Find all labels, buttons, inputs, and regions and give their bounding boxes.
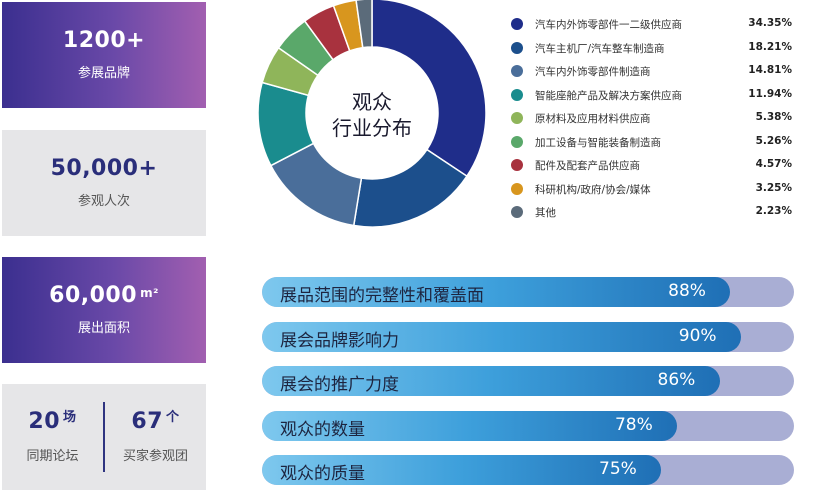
donut-hole	[306, 47, 438, 179]
stat-brands-label: 参展品牌	[77, 65, 130, 81]
legend-item: 原材料及应用材料供应商 5.38%	[508, 108, 800, 132]
legend-value: 11.94%	[748, 87, 792, 100]
legend-swatch	[511, 206, 523, 218]
legend-value: 14.81%	[748, 64, 792, 76]
bar-value-label: 75%	[599, 459, 637, 479]
legend-item: 智能座舱产品及解决方案供应商 11.94%	[508, 85, 800, 109]
stat-buyers-value: 67	[131, 409, 164, 435]
legend-value: 3.25%	[755, 181, 792, 194]
donut-slices	[257, 0, 487, 228]
legend-swatch	[511, 18, 523, 30]
stat-forums-unit: 场	[63, 410, 77, 426]
bar-value-label: 90%	[678, 325, 717, 346]
bar-value-label: 78%	[614, 414, 653, 435]
stat-forums: 20 场 同期论坛	[2, 410, 103, 464]
bar-fill	[262, 277, 731, 307]
stat-buyers-value-wrap: 67 个	[131, 410, 179, 434]
stat-visitors-label: 参观人次	[77, 193, 130, 209]
legend-swatch	[511, 159, 523, 171]
legend-item: 加工设备与智能装备制造商 5.26%	[508, 132, 800, 156]
bar-track: 观众的质量 75%	[262, 455, 794, 485]
stat-forums-value-wrap: 20 场	[28, 410, 76, 434]
stat-buyers: 67 个 买家参观团	[105, 410, 206, 464]
legend-item: 汽车内外饰零部件制造商 14.81%	[508, 61, 800, 85]
stat-area-value-wrap: 60,000 m²	[49, 284, 159, 308]
bar-fill	[262, 410, 677, 441]
legend-value: 5.38%	[755, 111, 792, 123]
bar-value-label: 86%	[657, 370, 696, 390]
legend-label: 配件及配套产品供应商	[535, 160, 640, 172]
legend-value: 2.23%	[755, 205, 792, 217]
legend-label: 原材料及应用材料供应商	[535, 113, 651, 125]
legend-item: 科研机构/政府/协会/媒体 3.25%	[508, 179, 800, 203]
legend-item: 其他 2.23%	[508, 202, 800, 226]
legend-label: 加工设备与智能装备制造商	[535, 136, 661, 149]
stat-buyers-label: 买家参观团	[122, 448, 188, 464]
donut-center-title: 观众行业分布	[332, 90, 412, 140]
legend-swatch	[511, 135, 523, 148]
legend-item: 汽车内外饰零部件一二级供应商 34.35%	[508, 14, 800, 38]
legend-value: 18.21%	[748, 40, 792, 53]
stat-brands: 1200+ 参展品牌	[2, 2, 206, 108]
donut-chart: 观众行业分布	[257, 0, 487, 228]
legend-swatch	[511, 41, 523, 54]
bar-category-label: 展品范围的完整性和覆盖面	[280, 286, 484, 306]
legend-label: 汽车内外饰零部件一二级供应商	[535, 19, 682, 31]
legend-item: 汽车主机厂/汽车整车制造商 18.21%	[508, 38, 800, 62]
bar-fill	[262, 321, 741, 352]
legend-label: 智能座舱产品及解决方案供应商	[535, 89, 682, 102]
stat-buyers-unit: 个	[166, 410, 180, 426]
stat-visitors: 50,000+ 参观人次	[2, 130, 206, 236]
legend-label: 汽车主机厂/汽车整车制造商	[535, 42, 665, 55]
legend-value: 34.35%	[748, 17, 792, 29]
legend-value: 5.26%	[755, 134, 792, 147]
stat-area-label: 展出面积	[77, 320, 130, 336]
donut-title-line: 观众	[352, 90, 392, 114]
legend-label: 汽车内外饰零部件制造商	[535, 66, 651, 78]
legend-label: 科研机构/政府/协会/媒体	[535, 183, 651, 196]
stat-brands-value: 1200+	[62, 28, 146, 54]
stat-area-value: 60,000	[49, 283, 138, 309]
bar-category-label: 展会的推广力度	[280, 375, 399, 395]
stat-forums-value: 20	[28, 409, 61, 435]
legend-value: 4.57%	[755, 158, 792, 170]
bar-track: 展品范围的完整性和覆盖面 88%	[262, 277, 794, 307]
bar-category-label: 展会品牌影响力	[280, 330, 399, 351]
legend-swatch	[511, 65, 523, 77]
bar-category-label: 观众的质量	[280, 464, 365, 484]
bar-track: 展会的推广力度 86%	[262, 366, 794, 396]
bar-track: 观众的数量 78%	[262, 410, 794, 441]
stat-forums-buyers: 20 场 同期论坛 67 个 买家参观团	[2, 384, 206, 490]
bar-track: 展会品牌影响力 90%	[262, 321, 794, 352]
stat-divider	[103, 402, 105, 472]
stat-forums-label: 同期论坛	[26, 448, 79, 464]
bar-fill	[262, 366, 720, 396]
donut-title-line: 行业分布	[332, 116, 412, 140]
bar-value-label: 88%	[668, 281, 706, 301]
donut-legend: 汽车内外饰零部件一二级供应商 34.35% 汽车主机厂/汽车整车制造商 18.21% 汽…	[508, 14, 800, 226]
stat-visitors-value: 50,000+	[50, 156, 158, 182]
legend-swatch	[511, 88, 523, 101]
stat-area-unit: m²	[140, 286, 159, 301]
bar-category-label: 观众的数量	[280, 419, 365, 440]
legend-swatch	[511, 182, 523, 195]
stat-area: 60,000 m² 展出面积	[2, 257, 206, 363]
legend-swatch	[511, 112, 523, 124]
legend-item: 配件及配套产品供应商 4.57%	[508, 155, 800, 179]
bar-fill	[262, 455, 661, 485]
legend-label: 其他	[535, 207, 556, 219]
